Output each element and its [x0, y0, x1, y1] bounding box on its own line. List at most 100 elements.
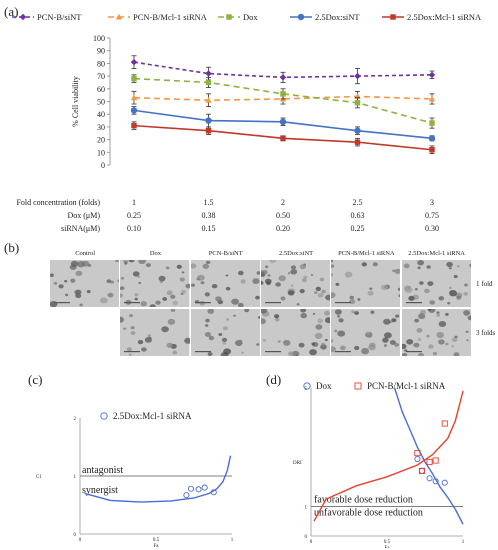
data-point: [205, 127, 212, 134]
table-cell: 3: [430, 198, 434, 207]
table-cell: 0.25: [350, 224, 365, 233]
annotation-unfavorable: unfavorable dose reduction: [314, 507, 423, 518]
data-point: [131, 122, 137, 129]
legend-label: PCN-B/Mcl-1 siRNA: [133, 12, 208, 22]
legend-marker-siRNA: [354, 382, 362, 390]
x-tick-label: 0: [310, 540, 313, 545]
table-cell: 0.25: [127, 211, 141, 220]
y-axis-label: CI: [36, 475, 41, 480]
data-point: [183, 492, 190, 499]
series-a: [130, 55, 436, 154]
micrograph-column-label: 2.5Dox:siNT: [278, 250, 314, 257]
data-point-dox: [414, 455, 421, 463]
micrograph-image: [190, 309, 260, 356]
legend-a: PCN-B/siNT PCN-B/Mcl-1 siRNA Dox 2.5Dox:siN…: [12, 12, 482, 22]
data-point: [354, 100, 361, 106]
table-row-label: Fold concentration (folds): [16, 198, 100, 207]
data-point: [354, 139, 361, 145]
y-tick-label: 0: [74, 533, 77, 538]
data-point: [279, 74, 287, 81]
data-point-siRNA: [432, 457, 439, 464]
micrograph-image: [120, 260, 190, 307]
data-point: [130, 94, 138, 101]
panel-label-d: (d): [266, 372, 282, 387]
table-cell: 2.5: [352, 198, 363, 207]
data-point-dox: [426, 475, 433, 482]
fit-curve-dox: [393, 387, 464, 525]
y-tick-label: 20: [97, 136, 105, 145]
data-point-dox: [432, 478, 439, 485]
series-line: [133, 77, 433, 124]
data-point-siRNA: [414, 450, 421, 457]
data-point: [428, 71, 436, 79]
micrograph-image: [401, 309, 471, 356]
micrograph-column-label: Control: [75, 250, 96, 257]
table-cell: 2: [281, 198, 285, 207]
micrograph-column-label: PCN-B/Mcl-1 siRNA: [338, 250, 395, 257]
data-point: [210, 489, 217, 496]
data-point-siRNA: [418, 467, 426, 474]
data-table-a: Fold concentration (folds) 1 1.5 2 2.5 3 Dox (…: [0, 198, 498, 234]
data-point: [280, 91, 286, 97]
chart-a: PCN-B/siNT PCN-B/Mcl-1 siRNA Dox 2.5Dox:siN…: [12, 12, 482, 170]
chart-c: 0 1 2 0 0.5 1 CI Fa antagonist synergist 2.5Dox:Mc…: [36, 411, 234, 548]
table-cell: 0.38: [201, 211, 216, 220]
y-tick-label: 100: [93, 34, 105, 43]
y-tick-label: 1: [305, 505, 308, 510]
micrograph-row-label: 3 folds: [476, 328, 496, 337]
legend-marker: [100, 412, 108, 420]
series-3: [130, 106, 436, 142]
panel-label-b: (b): [4, 240, 20, 255]
table-cell: 0.75: [425, 211, 439, 220]
data-point-siRNA: [426, 458, 433, 466]
y-tick-label: 1: [74, 475, 77, 480]
fit-curve-siRNA: [313, 390, 464, 522]
y-axis-label: DRI: [293, 461, 302, 466]
y-tick-label: 80: [97, 59, 105, 68]
legend-marker-dox: [303, 382, 311, 390]
legend-label-dox: Dox: [316, 381, 332, 391]
data-point: [205, 79, 212, 86]
data-point: [201, 484, 208, 491]
micrograph-column-label: 2.5Dox:Mcl-1 siRNA: [408, 250, 465, 257]
annotation-antagonist: antagonist: [82, 465, 123, 476]
micrograph-image: [401, 260, 471, 307]
y-tick-label: 90: [97, 47, 105, 56]
data-point-dox: [441, 479, 448, 486]
y-tick-label: 30: [97, 123, 105, 132]
micrograph-image: [260, 260, 331, 307]
micrograph-row-label: 1 fold: [476, 279, 493, 288]
legend-label: Dox: [243, 12, 258, 22]
table-cell: 0.63: [350, 211, 365, 220]
data-point-siRNA: [441, 420, 448, 427]
y-tick-label: 0: [101, 161, 105, 170]
x-axis-label: Fa: [154, 544, 160, 548]
data-point: [205, 117, 212, 124]
micrograph-image: [120, 309, 190, 356]
y-tick-label: 2: [74, 417, 77, 422]
table-cell: 0.15: [201, 224, 216, 233]
micrograph-column-label: PCN-B/siNT: [208, 250, 243, 257]
data-point: [429, 120, 435, 126]
micrograph-image: [331, 309, 401, 356]
series-0: [130, 55, 436, 85]
table-row-label: siRNA(μM): [61, 224, 100, 233]
y-tick-label: 10: [97, 148, 105, 157]
legend-label-siRNA: PCN-B/Mcl-1 siRNA: [367, 381, 446, 391]
table-row-label: Dox (μM): [67, 211, 100, 220]
y-axis-label-a: % Cell viability: [71, 76, 80, 127]
table-cell: 1.5: [203, 198, 214, 207]
panel-label-c: (c): [28, 372, 43, 387]
legend-label: 2.5Dox:Mcl-1 siRNA: [113, 411, 192, 421]
table-cell: 0.30: [425, 224, 439, 233]
x-axis-label: Fa: [385, 546, 391, 548]
data-point: [205, 70, 212, 77]
legend-marker: [226, 14, 232, 20]
x-tick-label: 0: [79, 538, 82, 543]
data-point: [428, 135, 436, 142]
x-tick-label: 0.5: [384, 540, 391, 545]
y-tick-label: 60: [97, 85, 105, 94]
x-tick-label: 1: [231, 538, 234, 543]
table-cell: 0.50: [276, 211, 290, 220]
table-cell: 0.20: [276, 224, 290, 233]
